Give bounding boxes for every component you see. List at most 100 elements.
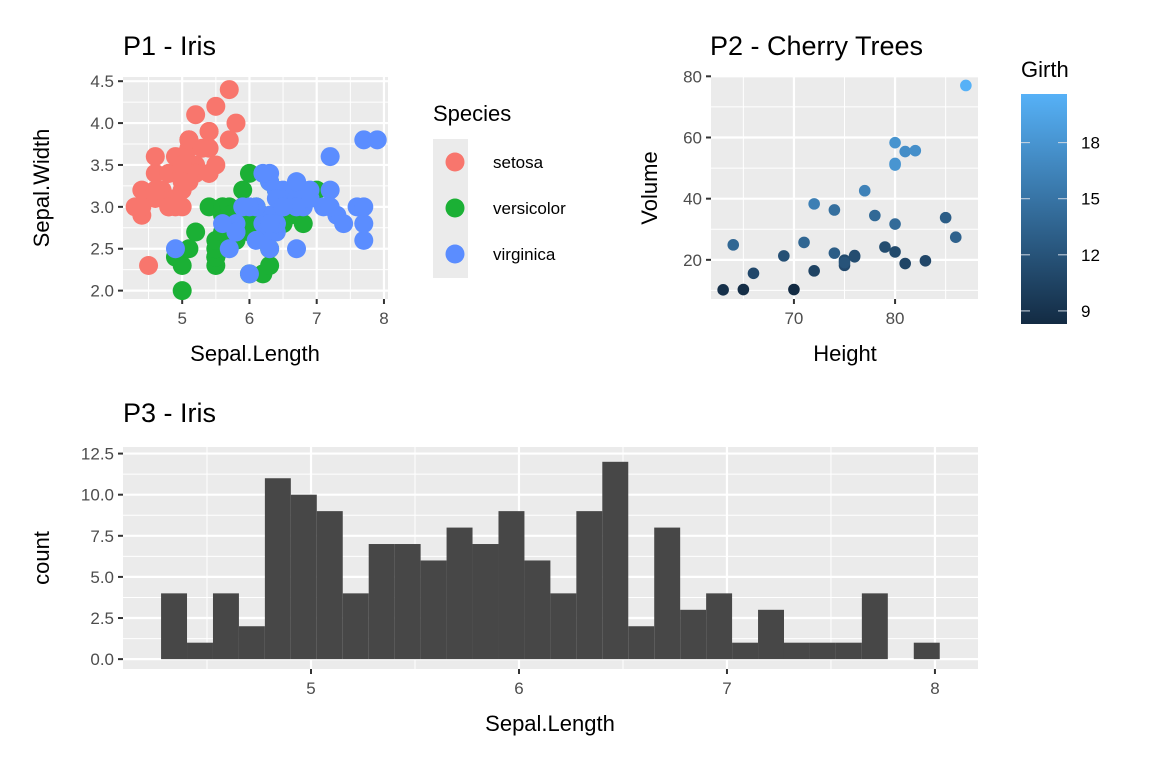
point-setosa — [226, 113, 246, 133]
point-setosa — [145, 163, 165, 183]
p2-colorbar-legend: Girth 9 12 15 18 — [1021, 57, 1100, 324]
point-setosa — [206, 155, 226, 175]
point-tree — [909, 144, 922, 157]
point-virginica — [320, 180, 340, 200]
legend-key-virginica — [445, 244, 465, 264]
histogram-bar — [706, 593, 733, 660]
point-tree — [778, 250, 790, 262]
histogram-bar — [602, 461, 629, 660]
point-virginica — [334, 214, 354, 234]
p1-x-axis: 5 6 7 8 — [177, 299, 389, 328]
y-tick-label: 60 — [683, 128, 702, 147]
p1-points — [125, 80, 387, 301]
histogram-bar — [446, 527, 473, 660]
p2-y-axis: 20 40 60 80 — [683, 67, 711, 270]
x-tick-label: 80 — [886, 309, 905, 328]
point-tree — [788, 283, 800, 296]
point-tree — [939, 211, 952, 224]
x-tick-label: 5 — [177, 309, 186, 328]
point-tree — [919, 254, 932, 267]
x-tick-label: 70 — [784, 309, 803, 328]
p2-cherry-trees-scatter: P2 - Cherry Trees 20 40 60 80 70 80 Height V… — [637, 31, 1100, 366]
point-tree — [808, 198, 820, 210]
x-tick-label: 7 — [722, 679, 731, 698]
histogram-bar — [861, 593, 888, 660]
point-tree — [899, 145, 911, 158]
point-virginica — [320, 147, 340, 167]
point-tree — [949, 231, 962, 244]
point-setosa — [206, 96, 226, 116]
colorbar-tick-label: 12 — [1081, 246, 1100, 265]
point-virginica — [287, 239, 307, 259]
y-tick-label: 0.0 — [90, 650, 114, 669]
histogram-bar — [238, 626, 265, 660]
point-setosa — [219, 130, 239, 150]
p2-points — [717, 79, 972, 296]
x-tick-label: 8 — [930, 679, 939, 698]
point-tree — [838, 256, 851, 269]
point-virginica — [260, 239, 280, 259]
p3-y-axis-title: count — [29, 531, 54, 585]
point-versicolor — [186, 222, 206, 242]
point-setosa — [145, 147, 165, 167]
p3-bars — [161, 461, 940, 660]
p1-x-axis-title: Sepal.Length — [190, 341, 320, 366]
point-versicolor — [239, 163, 259, 183]
y-tick-label: 12.5 — [81, 445, 114, 464]
p2-colorbar — [1021, 94, 1067, 324]
colorbar-tick-label: 9 — [1081, 302, 1090, 321]
legend-key-versicolor — [445, 198, 465, 218]
y-tick-label: 3.5 — [90, 156, 114, 175]
point-virginica — [260, 214, 280, 234]
point-setosa — [132, 180, 152, 200]
histogram-bar — [732, 642, 759, 660]
point-tree — [848, 249, 861, 262]
y-tick-label: 2.5 — [90, 240, 114, 259]
y-tick-label: 7.5 — [90, 527, 114, 546]
point-virginica — [273, 197, 293, 217]
point-virginica — [354, 130, 374, 150]
histogram-bar — [680, 609, 707, 660]
point-tree — [717, 284, 729, 296]
point-tree — [808, 265, 820, 277]
p1-y-axis-title: Sepal.Width — [29, 129, 54, 248]
point-virginica — [320, 197, 340, 217]
point-setosa — [192, 138, 212, 158]
x-tick-label: 6 — [514, 679, 523, 698]
point-virginica — [239, 264, 259, 284]
point-tree — [960, 79, 972, 92]
point-setosa — [219, 80, 239, 100]
point-tree — [798, 236, 810, 249]
x-tick-label: 8 — [379, 309, 388, 328]
point-virginica — [354, 230, 374, 250]
x-tick-label: 6 — [245, 309, 254, 328]
point-setosa — [159, 197, 179, 217]
point-tree — [899, 257, 911, 270]
point-setosa — [172, 155, 192, 175]
p2-legend-title: Girth — [1021, 57, 1069, 82]
point-tree — [879, 241, 891, 253]
histogram-bar — [809, 642, 836, 660]
histogram-bar — [758, 609, 784, 660]
y-tick-label: 4.5 — [90, 72, 114, 91]
x-tick-label: 7 — [312, 309, 321, 328]
point-versicolor — [179, 239, 199, 259]
histogram-bar — [783, 642, 810, 660]
histogram-bar — [187, 642, 213, 660]
p2-x-axis-title: Height — [813, 341, 877, 366]
point-tree — [889, 159, 901, 171]
p3-title: P3 - Iris — [123, 398, 216, 428]
y-tick-label: 80 — [683, 67, 702, 86]
p3-y-axis: 0.0 2.5 5.0 7.5 10.0 12.5 — [81, 445, 123, 669]
point-versicolor — [172, 255, 192, 275]
p2-x-axis: 70 80 — [784, 299, 905, 328]
point-setosa — [172, 172, 192, 192]
histogram-bar — [576, 511, 603, 660]
point-tree — [727, 239, 740, 251]
y-tick-label: 40 — [683, 190, 702, 209]
histogram-bar — [628, 626, 655, 660]
point-tree — [889, 218, 901, 230]
histogram-bar — [394, 544, 421, 660]
colorbar-tick-label: 18 — [1081, 134, 1100, 153]
